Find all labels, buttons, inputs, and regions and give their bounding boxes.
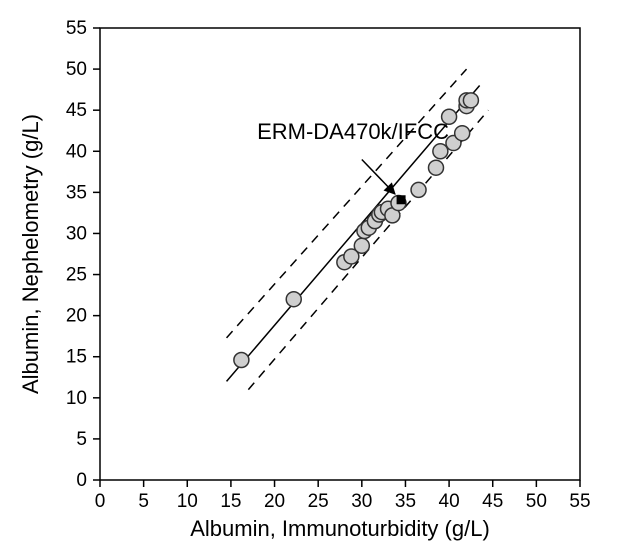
y-tick-label: 25 [66,265,87,286]
y-tick-label: 0 [76,470,87,491]
y-tick-label: 50 [66,59,87,80]
x-tick-label: 35 [395,491,416,512]
x-tick-label: 55 [569,491,590,512]
x-tick-label: 10 [177,491,198,512]
x-axis-title: Albumin, Immunoturbidity (g/L) [190,516,490,541]
data-point [463,93,478,108]
y-tick-label: 40 [66,141,87,162]
y-tick-label: 55 [66,18,87,39]
y-tick-label: 15 [66,347,87,368]
y-tick-label: 10 [66,388,87,409]
band_upper-line [227,69,467,338]
y-tick-label: 5 [76,429,87,450]
x-tick-label: 5 [138,491,149,512]
y-axis-title: Albumin, Nephelometry (g/L) [18,114,43,394]
x-tick-label: 15 [220,491,241,512]
data-point [455,126,470,141]
data-point [411,182,426,197]
x-tick-label: 30 [351,491,372,512]
scatter-chart: 0 5 10 15 20 25 30 35 40 45 50 55 0 5 10 15 20 25 30 35 40 45… [0,0,640,554]
x-tick-label: 45 [482,491,503,512]
data-point [286,292,301,307]
x-tick-label: 40 [439,491,460,512]
y-tick-label: 20 [66,306,87,327]
data-point [354,238,369,253]
y-tick-label: 30 [66,223,87,244]
x-tick-label: 25 [308,491,329,512]
y-tick-label: 45 [66,100,87,121]
annotation-label: ERM-DA470k/IFCC [257,119,449,144]
data-point [433,144,448,159]
reference-marker [397,195,406,204]
chart-svg: 0 5 10 15 20 25 30 35 40 45 50 55 0 5 10 15 20 25 30 35 40 45… [0,0,640,554]
data-point [234,353,249,368]
y-tick-label: 35 [66,182,87,203]
x-tick-label: 50 [526,491,547,512]
x-tick-label: 20 [264,491,285,512]
data-point [429,160,444,175]
x-tick-label: 0 [95,491,106,512]
